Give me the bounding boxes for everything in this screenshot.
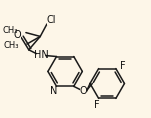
Text: F: F [94,100,100,110]
Text: O: O [13,30,21,40]
Text: O: O [80,86,87,96]
Text: CH₃: CH₃ [3,26,18,35]
Text: HN: HN [34,50,49,60]
Text: F: F [120,61,125,71]
Text: CH₃: CH₃ [4,42,19,51]
Text: Cl: Cl [47,15,56,25]
Text: N: N [50,86,57,96]
